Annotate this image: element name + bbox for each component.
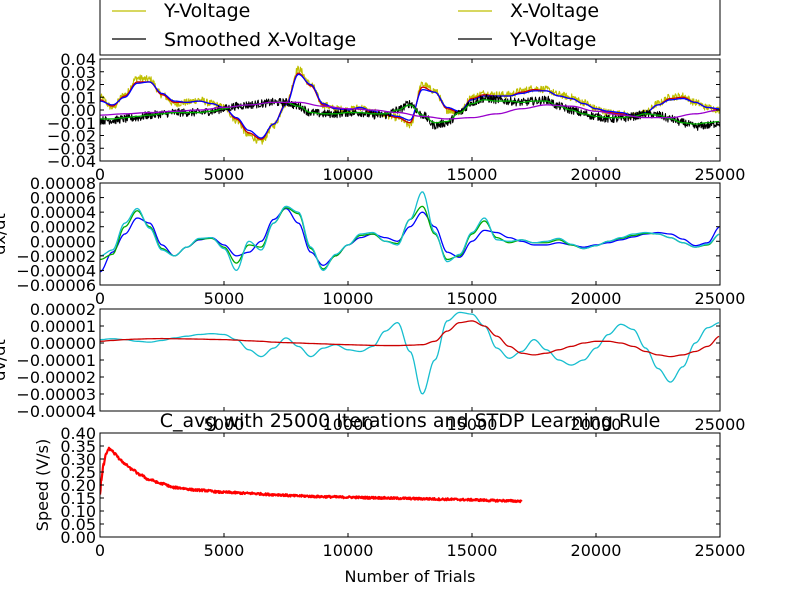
panel-speed-ticks: 0 5000 10000 15000 20000 250000.400.350.300.2… (60, 424, 745, 560)
panel-dxdt-plot (100, 191, 720, 273)
panel-2-xtick-label: 20000 (571, 415, 622, 434)
panel-dvdt-ticks: 5000 10000 15000 20000 25000 0.000020.000010.… (16, 300, 745, 434)
panel-0-ytick-label: 0.03 (60, 63, 96, 82)
panel-3-ytick-label: 0.00 (60, 528, 96, 547)
panel-2-xtick-label: 15000 (447, 415, 498, 434)
panel-0-xtick-label: 25000 (695, 165, 746, 184)
legend-label-3: Y-Voltage (509, 29, 596, 51)
panel-0-xtick-label: 10000 (323, 165, 374, 184)
legend-label-2: Smoothed X-Voltage (164, 29, 356, 51)
panel-2-ytick-label: −0.00003 (16, 385, 96, 404)
panel-3-series-0-line (100, 446, 523, 504)
panel-0-xtick-label: 20000 (571, 165, 622, 184)
panel-0-ytick-label: 0.00 (60, 101, 96, 120)
panel-speed-ylabel: Speed (V/s) (33, 439, 52, 531)
panel-3-ytick-label: 0.15 (60, 489, 96, 508)
panel-0-xtick-label: 5000 (204, 165, 245, 184)
panel-dxdt-ylabel: dx/dt (0, 213, 9, 254)
panel-0-series-2-line (100, 73, 720, 139)
panel-speed: 0 5000 10000 15000 20000 250000.400.350.300.2… (33, 424, 745, 586)
panel-dxdt: 0 5000 10000 15000 20000 250000.000080.000060… (0, 174, 745, 308)
panel-0-series-4-line (100, 99, 720, 125)
panel-1-ytick-label: −0.00004 (16, 261, 96, 280)
panel-speed-frame (99, 432, 721, 538)
legend-label-0: Y-Voltage (163, 0, 250, 22)
panel-1-xtick-label: 10000 (323, 289, 374, 308)
panel-0-ytick-label: 0.02 (60, 76, 96, 95)
panel-3-ytick-label: 0.35 (60, 437, 96, 456)
panel-2-xtick-label: 5000 (204, 415, 245, 434)
panel-0-ytick-label: 0.04 (60, 50, 96, 69)
panel-2-ytick-label: 0.00001 (30, 317, 96, 336)
panel-2-series-1-line (100, 320, 720, 358)
panel-2-ytick-label: 0.00000 (30, 334, 96, 353)
panel-3-ytick-label: 0.25 (60, 463, 96, 482)
legend: Y-Voltage X-Voltage Smoothed X-Voltage Y… (99, 0, 721, 56)
panel-1-xtick-label: 15000 (447, 289, 498, 308)
panel-speed-title: C_avg with 25000 Iterations and STDP Lea… (160, 410, 661, 432)
panel-0-xtick-label: 15000 (447, 165, 498, 184)
panel-1-ytick-label: 0.00004 (30, 203, 96, 222)
panel-2-ytick-label: 0.00002 (30, 300, 96, 319)
panel-2-xtick-label: 10000 (323, 415, 374, 434)
panel-dxdt-frame (99, 182, 721, 286)
panel-1-ytick-label: −0.00006 (16, 276, 96, 295)
panel-1-ytick-label: 0.00006 (30, 189, 96, 208)
panel-1-series-2-line (100, 191, 720, 272)
panel-3-xtick-label: 5000 (204, 541, 245, 560)
panel-dvdt-plot (100, 311, 720, 395)
panel-speed-plot (100, 446, 523, 504)
panel-0-ytick-label: −0.04 (47, 152, 96, 171)
panel-2-series-0-line (100, 311, 720, 395)
panel-0-series-0-line (100, 65, 720, 145)
panel-dxdt-ticks: 0 5000 10000 15000 20000 250000.000080.000060… (16, 174, 745, 308)
panel-2-ytick-label: −0.00004 (16, 402, 96, 421)
panel-3-xtick-label: 0 (95, 541, 105, 560)
panel-1-ytick-label: 0.00000 (30, 232, 96, 251)
panel-dvdt-frame (99, 308, 721, 412)
legend-frame (99, 0, 721, 56)
panel-voltage-frame (99, 58, 721, 162)
panel-1-ytick-label: 0.00008 (30, 174, 96, 193)
panel-speed-xlabel: Number of Trials (345, 567, 476, 586)
panel-1-xtick-label: 20000 (571, 289, 622, 308)
panel-0-xtick-label: 0 (95, 165, 105, 184)
panel-3-xtick-label: 20000 (571, 541, 622, 560)
panel-2-ytick-label: −0.00001 (16, 351, 96, 370)
panel-0-series-5-line (100, 101, 720, 120)
panel-dvdt: 5000 10000 15000 20000 25000 0.000020.000010.… (0, 300, 745, 434)
panel-3-ytick-label: 0.40 (60, 424, 96, 443)
panel-1-xtick-label: 25000 (695, 289, 746, 308)
panel-3-ytick-label: 0.30 (60, 450, 96, 469)
panel-3-xtick-label: 15000 (447, 541, 498, 560)
panel-1-ytick-label: −0.00002 (16, 247, 96, 266)
panel-0-ytick-label: −0.01 (47, 114, 96, 133)
panel-2-xtick-label: 25000 (695, 415, 746, 434)
panel-2-ytick-label: −0.00002 (16, 368, 96, 387)
panel-1-xtick-label: 0 (95, 289, 105, 308)
panel-dvdt-ylabel: dv/dt (0, 339, 9, 380)
panel-voltage: 0 5000 10000 15000 20000 250000.040.030.020.0… (47, 50, 745, 184)
panel-1-xtick-label: 5000 (204, 289, 245, 308)
panel-3-ytick-label: 0.05 (60, 515, 96, 534)
panel-3-ytick-label: 0.10 (60, 502, 96, 521)
panel-1-ytick-label: 0.00002 (30, 218, 96, 237)
panel-3-xtick-label: 25000 (695, 541, 746, 560)
panel-voltage-plot (100, 65, 720, 145)
panel-0-ytick-label: −0.02 (47, 127, 96, 146)
panel-3-ytick-label: 0.20 (60, 476, 96, 495)
panel-0-ytick-label: 0.01 (60, 88, 96, 107)
panel-0-ytick-label: −0.03 (47, 139, 96, 158)
panel-3-xtick-label: 10000 (323, 541, 374, 560)
legend-label-1: X-Voltage (510, 0, 599, 22)
panel-voltage-ticks: 0 5000 10000 15000 20000 250000.040.030.020.0… (47, 50, 745, 184)
